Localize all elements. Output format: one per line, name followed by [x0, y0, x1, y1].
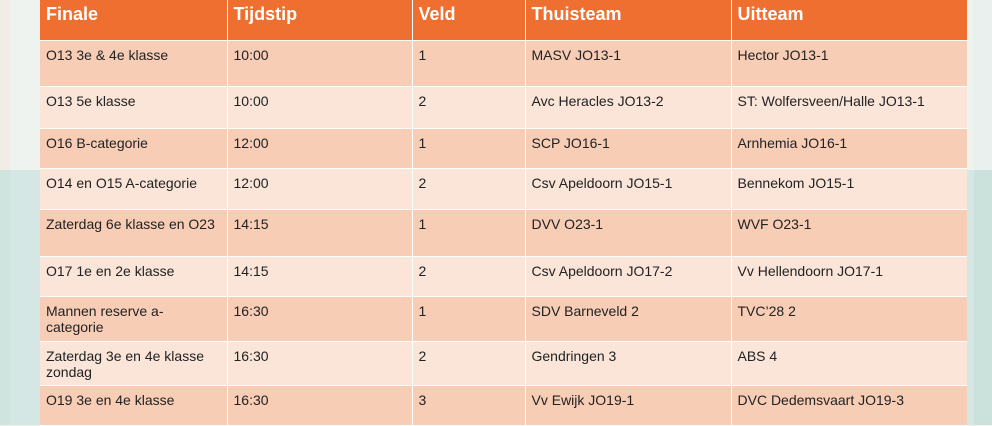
cell-uitteam: Vv Hellendoorn JO17-1	[731, 256, 967, 297]
cell-tijdstip: 16:30	[227, 385, 413, 426]
cell-finale: Zaterdag 3e en 4e klasse zondag	[40, 341, 228, 386]
cell-thuisteam: SCP JO16-1	[525, 128, 732, 169]
cell-veld: 2	[412, 168, 526, 210]
table-row: O17 1e en 2e klasse 14:15 2 Csv Apeldoor…	[40, 256, 967, 297]
table-row: O19 3e en 4e klasse 16:30 3 Vv Ewijk JO1…	[40, 385, 967, 426]
cell-uitteam: ABS 4	[731, 341, 967, 386]
cell-tijdstip: 10:00	[227, 86, 413, 129]
cell-thuisteam: Gendringen 3	[525, 341, 732, 386]
cell-tijdstip: 16:30	[227, 296, 413, 342]
cell-finale: O13 5e klasse	[40, 86, 228, 129]
cell-thuisteam: Csv Apeldoorn JO17-2	[525, 256, 732, 297]
cell-tijdstip: 10:00	[227, 40, 413, 87]
cell-finale: O17 1e en 2e klasse	[40, 256, 228, 297]
cell-thuisteam: Csv Apeldoorn JO15-1	[525, 168, 732, 210]
cell-veld: 1	[412, 209, 526, 257]
cell-tijdstip: 14:15	[227, 209, 413, 257]
cell-uitteam: WVF O23-1	[731, 209, 967, 257]
cell-thuisteam: Avc Heracles JO13-2	[525, 86, 732, 129]
table-row: O14 en O15 A-categorie 12:00 2 Csv Apeld…	[40, 168, 967, 210]
table-row: Mannen reserve a-categorie 16:30 1 SDV B…	[40, 296, 967, 342]
cell-tijdstip: 12:00	[227, 128, 413, 169]
cell-finale: O16 B-categorie	[40, 128, 228, 169]
cell-veld: 2	[412, 256, 526, 297]
cell-finale: Mannen reserve a-categorie	[40, 296, 228, 342]
table-row: Zaterdag 6e klasse en O23 14:15 1 DVV O2…	[40, 209, 967, 257]
table-header-row: Finale Tijdstip Veld Thuisteam Uitteam	[40, 0, 967, 41]
cell-uitteam: ST: Wolfersveen/Halle JO13-1	[731, 86, 967, 129]
cell-tijdstip: 12:00	[227, 168, 413, 210]
cell-veld: 2	[412, 86, 526, 129]
cell-thuisteam: Vv Ewijk JO19-1	[525, 385, 732, 426]
cell-thuisteam: SDV Barneveld 2	[525, 296, 732, 342]
table-row: Zaterdag 3e en 4e klasse zondag 16:30 2 …	[40, 341, 967, 386]
cell-thuisteam: MASV JO13-1	[525, 40, 732, 87]
finals-schedule-table: Finale Tijdstip Veld Thuisteam Uitteam O…	[40, 0, 967, 426]
cell-uitteam: Hector JO13-1	[731, 40, 967, 87]
cell-uitteam: Bennekom JO15-1	[731, 168, 967, 210]
cell-uitteam: DVC Dedemsvaart JO19-3	[731, 385, 967, 426]
cell-uitteam: Arnhemia JO16-1	[731, 128, 967, 169]
cell-finale: O13 3e & 4e klasse	[40, 40, 228, 87]
cell-veld: 1	[412, 40, 526, 87]
cell-veld: 1	[412, 296, 526, 342]
table-row: O13 3e & 4e klasse 10:00 1 MASV JO13-1 H…	[40, 40, 967, 87]
cell-thuisteam: DVV O23-1	[525, 209, 732, 257]
header-thuisteam: Thuisteam	[525, 0, 732, 41]
right-background-band	[974, 0, 992, 425]
cell-finale: O19 3e en 4e klasse	[40, 385, 228, 426]
cell-finale: O14 en O15 A-categorie	[40, 168, 228, 210]
table-row: O13 5e klasse 10:00 2 Avc Heracles JO13-…	[40, 86, 967, 129]
header-veld: Veld	[412, 0, 526, 41]
cell-uitteam: TVC’28 2	[731, 296, 967, 342]
header-finale: Finale	[40, 0, 228, 41]
header-tijdstip: Tijdstip	[227, 0, 413, 41]
cell-veld: 3	[412, 385, 526, 426]
cell-tijdstip: 16:30	[227, 341, 413, 386]
left-background-band	[0, 0, 10, 425]
cell-tijdstip: 14:15	[227, 256, 413, 297]
table-row: O16 B-categorie 12:00 1 SCP JO16-1 Arnhe…	[40, 128, 967, 169]
cell-veld: 1	[412, 128, 526, 169]
cell-finale: Zaterdag 6e klasse en O23	[40, 209, 228, 257]
cell-veld: 2	[412, 341, 526, 386]
header-uitteam: Uitteam	[731, 0, 967, 41]
